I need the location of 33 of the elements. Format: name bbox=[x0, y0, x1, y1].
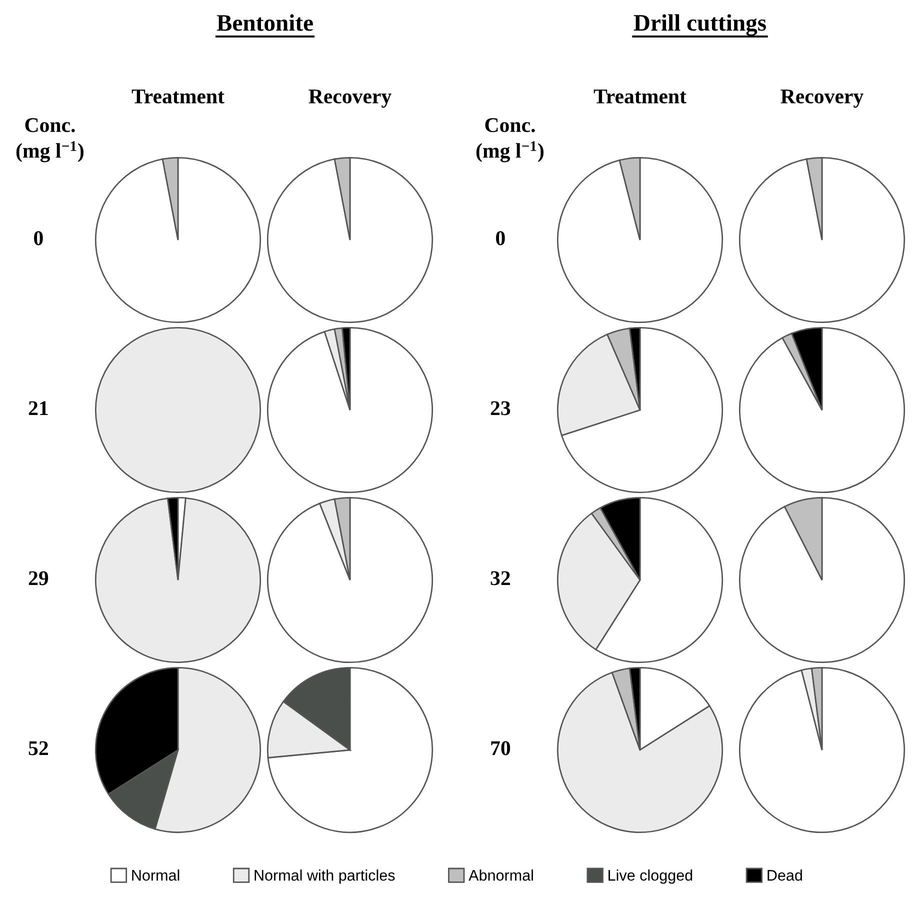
pie-slice bbox=[94, 497, 262, 664]
chart-title: Treatment bbox=[132, 90, 224, 104]
pie-slice bbox=[738, 666, 906, 834]
text: 0 bbox=[496, 231, 505, 246]
legend-label: Normal with particles bbox=[254, 870, 395, 884]
chart-title: Treatment bbox=[594, 90, 686, 104]
pie-slice bbox=[556, 156, 724, 324]
pie-slice bbox=[738, 156, 906, 324]
pie-slice bbox=[266, 496, 434, 664]
chart-title: Recovery bbox=[780, 90, 864, 108]
text: 32 bbox=[490, 571, 510, 586]
text: Drill cuttings bbox=[634, 14, 766, 36]
pie-slice bbox=[560, 326, 724, 494]
legend-label: Dead bbox=[768, 870, 802, 881]
legend-label: Live clogged bbox=[608, 870, 692, 884]
text: 21 bbox=[28, 401, 48, 416]
text: 29 bbox=[28, 571, 48, 586]
pie-slice bbox=[266, 156, 434, 324]
text: Conc. (mg l$^{−1}$) bbox=[16, 118, 84, 162]
text: Bentonite bbox=[216, 14, 313, 31]
pie-slice bbox=[94, 156, 262, 324]
pie-slice bbox=[266, 326, 434, 494]
pie-slice bbox=[738, 326, 906, 494]
legend-label: Abnormal bbox=[468, 870, 533, 881]
text: 23 bbox=[490, 401, 510, 416]
text: 52 bbox=[28, 741, 48, 756]
pie-slice bbox=[267, 666, 434, 834]
chart-title: Recovery bbox=[308, 90, 392, 108]
text: 70 bbox=[491, 741, 510, 756]
legend-label: Normal bbox=[132, 870, 180, 881]
pie-slice bbox=[738, 496, 906, 664]
text: Conc. (mg l$^{−1}$) bbox=[476, 118, 544, 162]
text: 0 bbox=[34, 231, 43, 246]
